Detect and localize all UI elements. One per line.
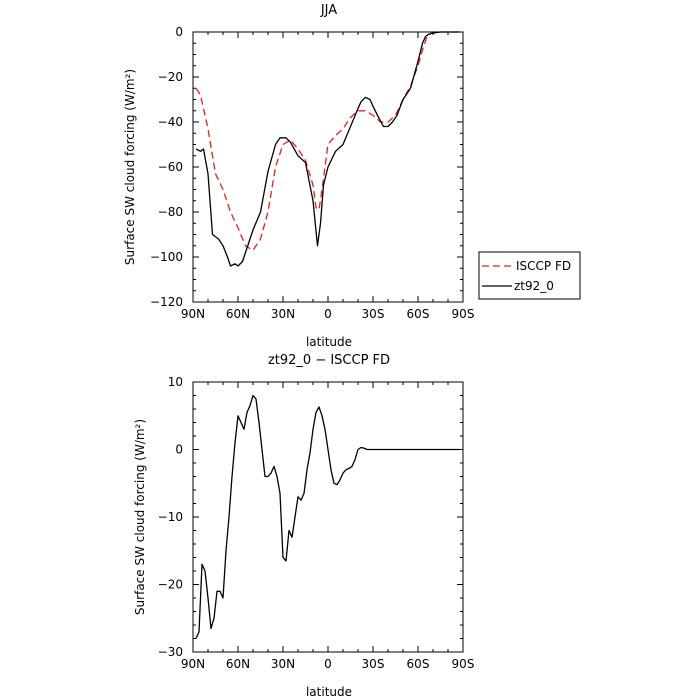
top-x-tick-label: 60N [226,307,250,321]
top-x-tick-label: 30S [362,307,385,321]
legend-label-isccp-fd: ISCCP FD [516,259,571,273]
bottom-y-tick-label: −20 [158,578,183,592]
top-x-tick-label: 90S [452,307,475,321]
top-y-tick-label: −100 [150,250,183,264]
legend: ISCCP FD zt92_0 [478,251,581,300]
top-x-tick-label: 0 [324,307,332,321]
top-panel-frame [192,31,464,303]
bottom-panel-frame [192,381,464,653]
legend-box [478,251,581,300]
bottom-panel-x-axis-label: latitude [306,685,352,699]
top-y-tick-label: −40 [158,115,183,129]
bottom-panel-y-axis-label: Surface SW cloud forcing (W/m²) [133,419,147,615]
bottom-x-tick-label: 60N [226,657,250,671]
bottom-x-tick-label: 30N [271,657,295,671]
top-y-tick-label: −120 [150,295,183,309]
bottom-x-tick-label: 90S [452,657,475,671]
top-y-tick-label: 0 [175,25,183,39]
top-panel-x-axis-label: latitude [306,335,352,349]
legend-label-zt92-0: zt92_0 [514,279,554,293]
bottom-panel-title: zt92_0 − ISCCP FD [268,353,390,368]
top-series-line-zt92-0 [195,31,460,267]
top-panel-y-axis-label: Surface SW cloud forcing (W/m²) [123,69,137,265]
bottom-y-tick-label: 0 [175,443,183,457]
bottom-y-tick-label: 10 [168,375,183,389]
bottom-y-tick-label: −30 [158,645,183,659]
bottom-x-tick-label: 90N [181,657,205,671]
top-x-tick-label: 90N [181,307,205,321]
bottom-panel: zt92_0 − ISCCP FD Surface SW cloud forci… [133,353,474,699]
top-panel: JJA Surface SW cloud forcing (W/m²) lati… [123,3,474,349]
bottom-series-line-difference [195,394,460,639]
top-x-tick-label: 60S [407,307,430,321]
bottom-x-tick-label: 60S [407,657,430,671]
top-x-tick-label: 30N [271,307,295,321]
top-y-tick-label: −60 [158,160,183,174]
top-y-tick-label: −20 [158,70,183,84]
top-panel-title: JJA [320,3,337,18]
bottom-x-tick-label: 30S [362,657,385,671]
top-y-tick-label: −80 [158,205,183,219]
bottom-x-tick-label: 0 [324,657,332,671]
top-series-line-isccp-fd [195,31,460,251]
bottom-y-tick-label: −10 [158,510,183,524]
